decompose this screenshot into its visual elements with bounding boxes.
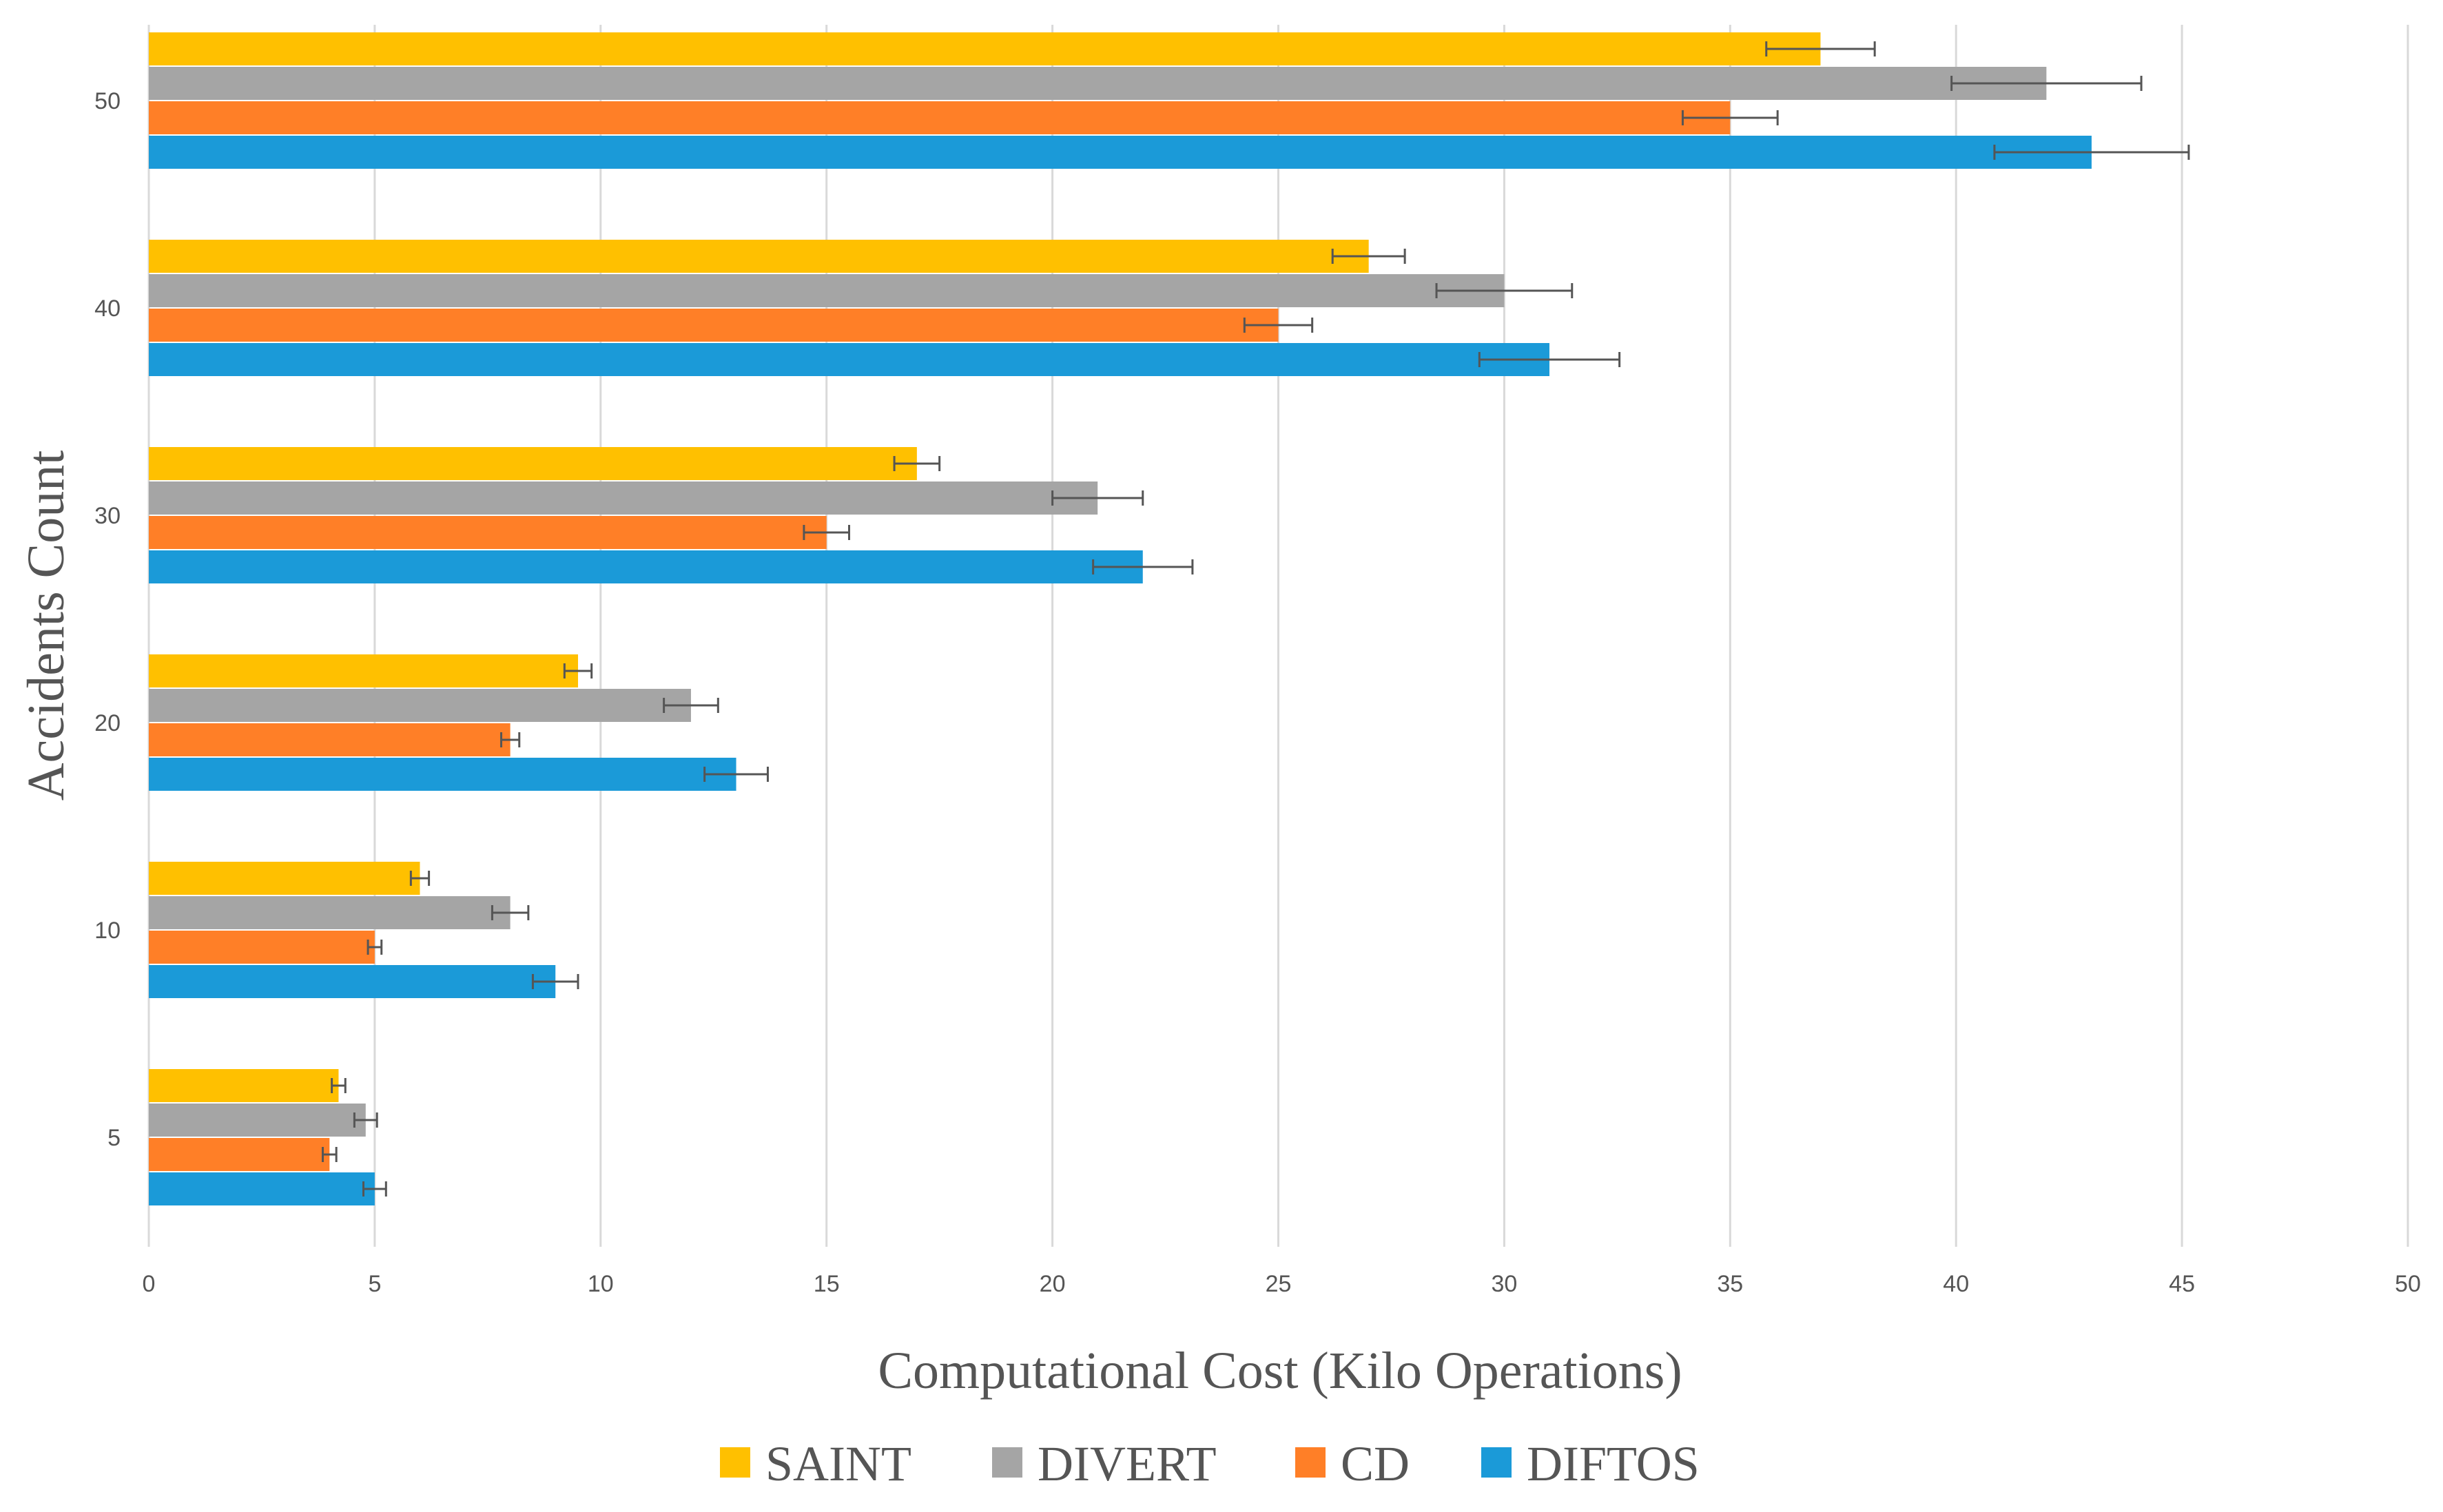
bar-divert-20 [149, 689, 691, 722]
bar-saint-5 [149, 1069, 339, 1102]
legend-label-divert: DIVERT [1038, 1436, 1217, 1491]
axes: 0 5 10 15 20 25 30 35 40 45 50 5 10 20 30 40 50 [94, 88, 2421, 1297]
bar-diftos-30 [149, 550, 1143, 583]
bar-saint-10 [149, 862, 420, 895]
legend-label-cd: CD [1341, 1436, 1410, 1491]
bar-cd-5 [149, 1138, 330, 1171]
y-tick-label: 10 [94, 918, 121, 944]
bar-diftos-50 [149, 136, 2092, 169]
x-tick-label: 10 [588, 1271, 614, 1297]
y-tick-label: 40 [94, 296, 121, 322]
bar-cd-20 [149, 723, 511, 756]
y-tick-label: 50 [94, 88, 121, 114]
x-tick-label: 20 [1040, 1271, 1066, 1297]
bar-cd-30 [149, 516, 827, 549]
x-tick-label: 0 [143, 1271, 156, 1297]
bar-divert-50 [149, 67, 2047, 100]
x-tick-label: 25 [1266, 1271, 1292, 1297]
bar-saint-30 [149, 447, 917, 480]
error-bars [321, 41, 2190, 1197]
x-tick-label: 5 [368, 1271, 381, 1297]
legend-label-saint: SAINT [765, 1436, 911, 1491]
gridlines [147, 25, 2409, 1247]
legend-swatch-saint [720, 1447, 750, 1478]
y-tick-label: 20 [94, 710, 121, 736]
bars [149, 32, 2092, 1205]
bar-divert-30 [149, 481, 1098, 515]
bar-diftos-40 [149, 343, 1549, 376]
legend-swatch-divert [992, 1447, 1022, 1478]
bar-divert-40 [149, 274, 1505, 307]
bar-cd-40 [149, 309, 1279, 342]
x-tick-label: 35 [1717, 1271, 1743, 1297]
bar-diftos-20 [149, 758, 736, 791]
legend-swatch-diftos [1481, 1447, 1512, 1478]
bar-cd-50 [149, 101, 1731, 134]
x-tick-label: 40 [1943, 1271, 1969, 1297]
x-tick-label: 30 [1491, 1271, 1517, 1297]
bar-saint-40 [149, 240, 1369, 273]
bar-diftos-5 [149, 1172, 375, 1205]
bar-saint-20 [149, 654, 579, 687]
legend-swatch-cd [1295, 1447, 1326, 1478]
bar-diftos-10 [149, 965, 556, 998]
bar-saint-50 [149, 32, 1821, 65]
x-axis-title: Computational Cost (Kilo Operations) [878, 1342, 1682, 1400]
bar-divert-10 [149, 896, 511, 929]
x-tick-label: 15 [814, 1271, 840, 1297]
x-tick-label: 50 [2395, 1271, 2421, 1297]
y-tick-label: 30 [94, 503, 121, 529]
y-axis-title: Accidents Count [17, 451, 75, 801]
legend: SAINT DIVERT CD DIFTOS [720, 1436, 1700, 1491]
legend-label-diftos: DIFTOS [1527, 1436, 1700, 1491]
x-tick-label: 45 [2169, 1271, 2195, 1297]
y-tick-label: 5 [107, 1125, 121, 1151]
bar-cd-10 [149, 931, 375, 964]
bar-divert-5 [149, 1104, 366, 1137]
